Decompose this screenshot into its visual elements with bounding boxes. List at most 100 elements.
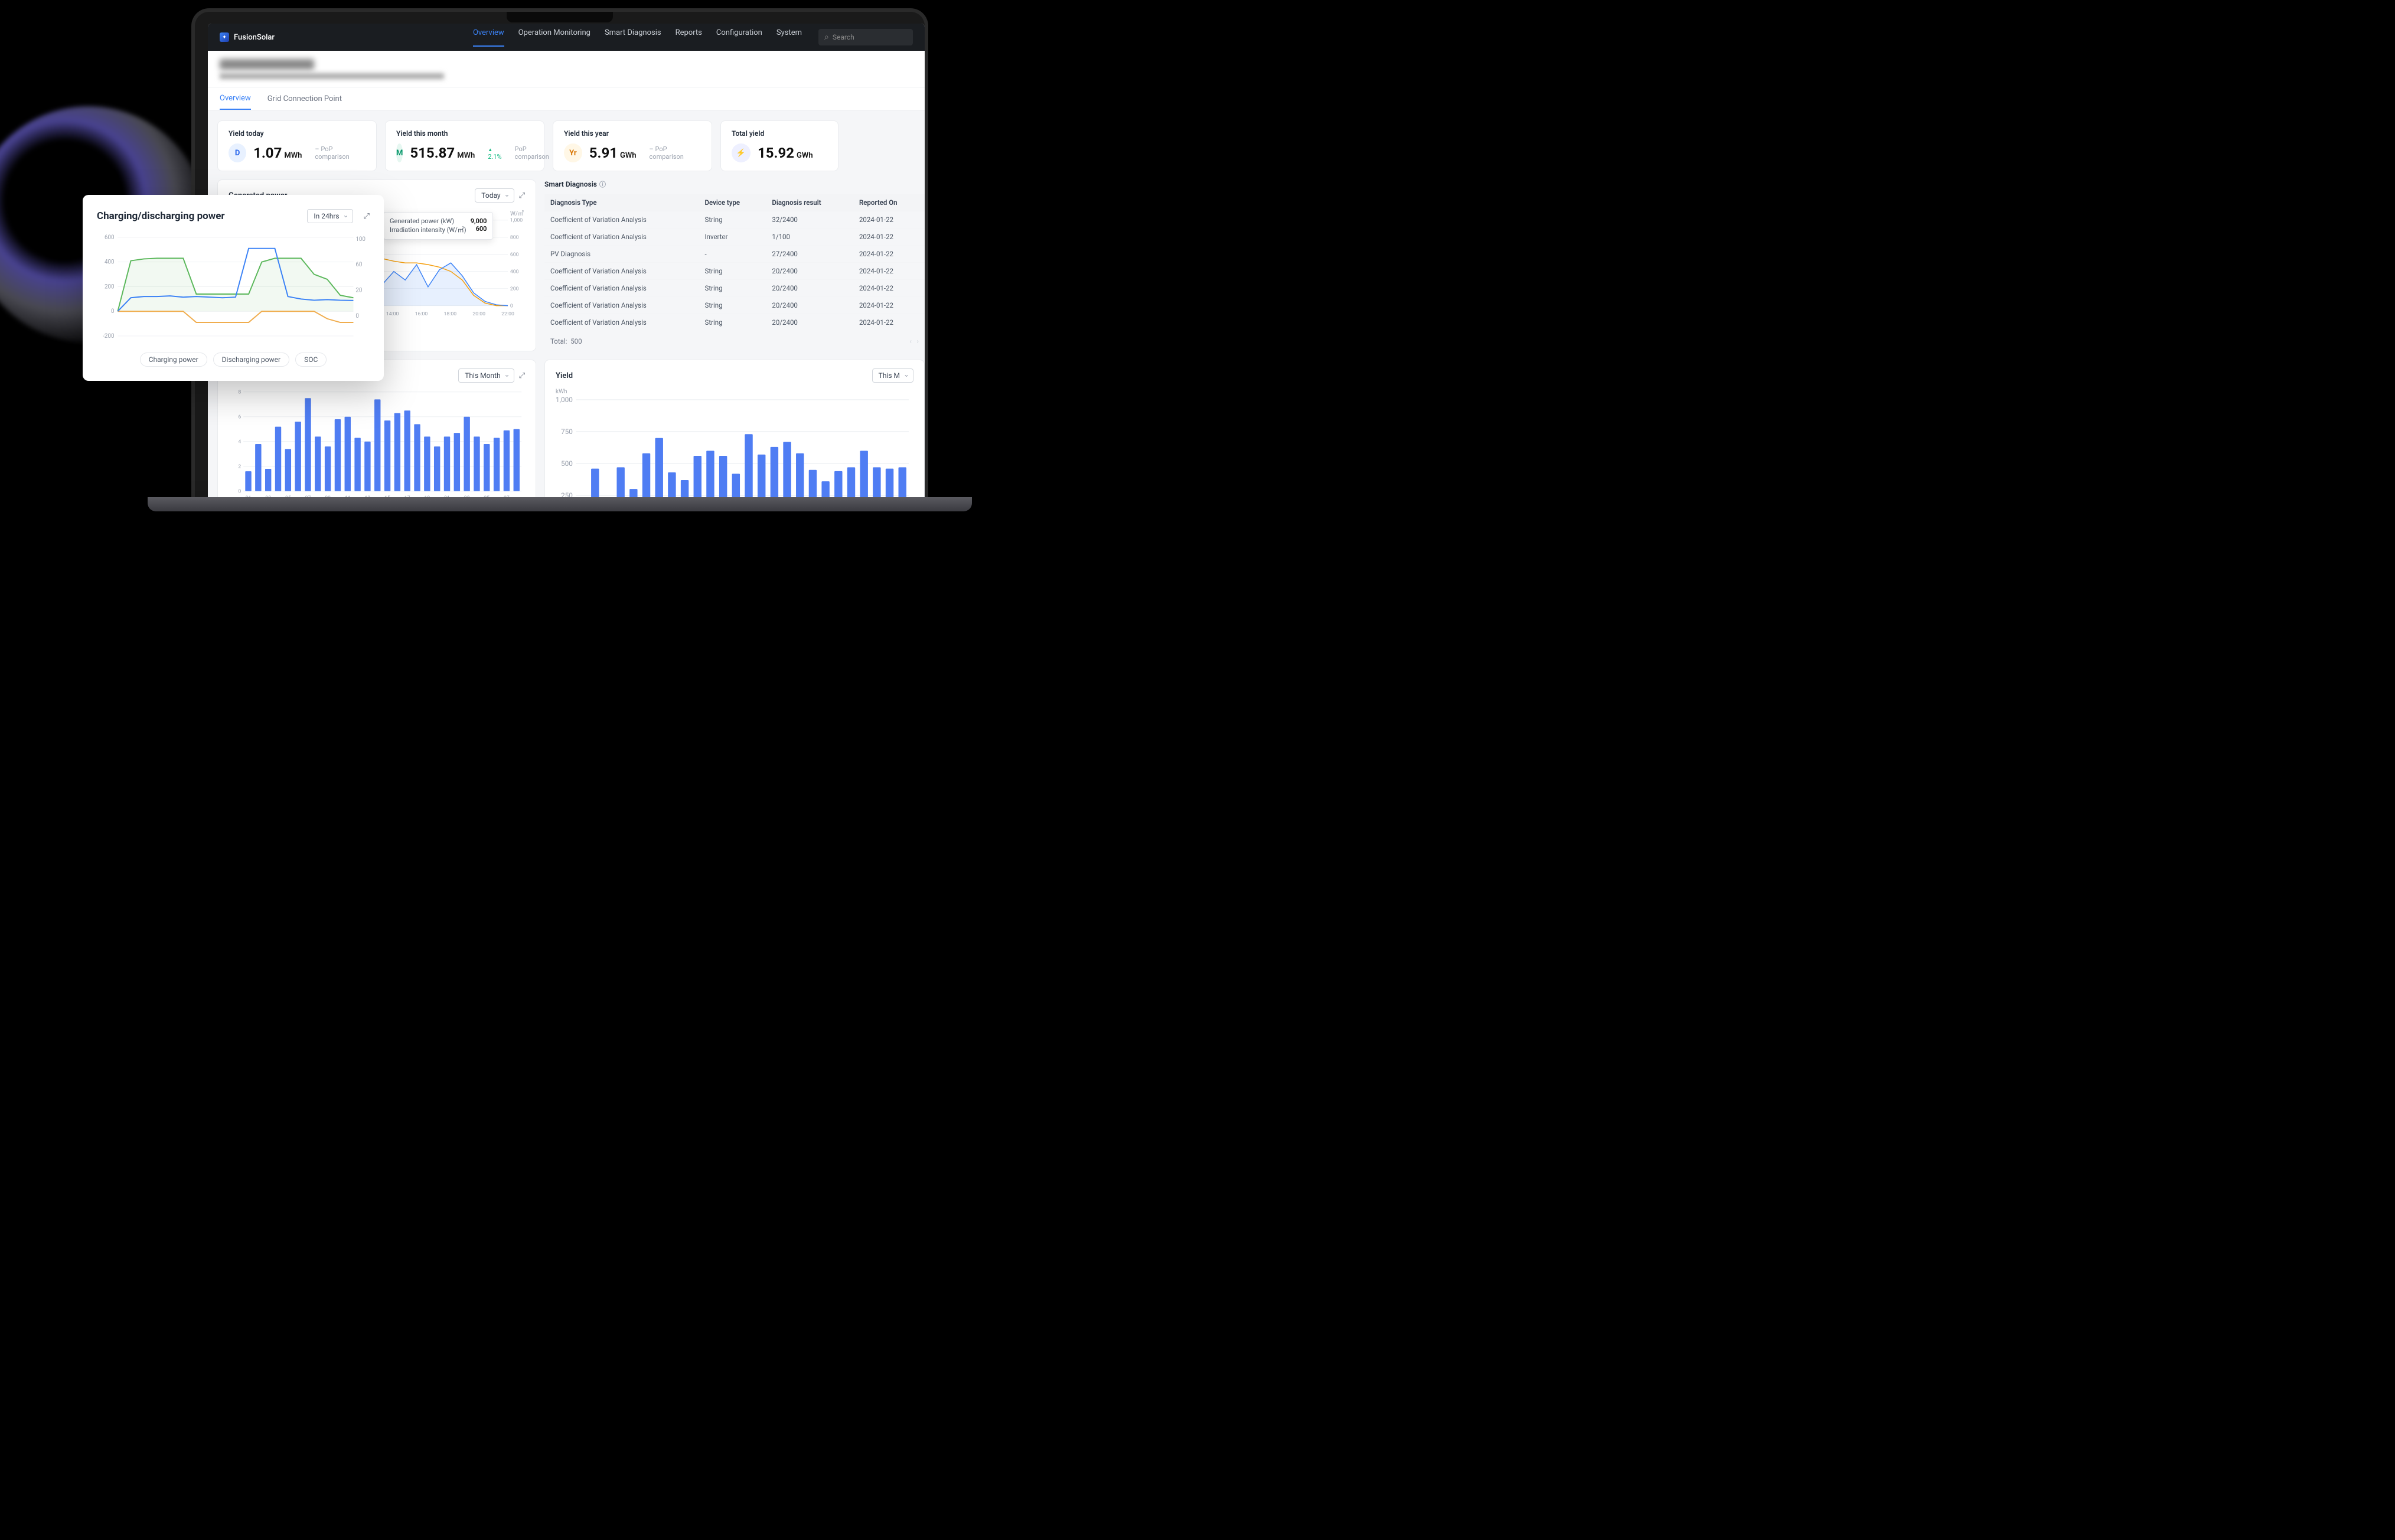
svg-text:25: 25 [484,495,490,497]
top-nav: FusionSolar Overview Operation Monitoring… [208,24,925,51]
expand-icon[interactable]: ⤢ [364,212,370,221]
smart-diag-title: Smart Diagnosis [544,180,925,189]
search-input[interactable]: Search [818,29,913,45]
kpi-icon: M [396,143,403,162]
nav-reports[interactable]: Reports [676,28,702,47]
table-row[interactable]: PV Diagnosis-27/24002024-01-22 [544,246,925,263]
gen-tooltip: Generated power (kW)9,000 Irradiation in… [383,212,493,240]
nav-smart-diagnosis[interactable]: Smart Diagnosis [605,28,661,47]
plant-header-blurred [208,51,925,87]
svg-text:05: 05 [285,495,291,497]
kpi-card: Yield today D 1.07MWh – PoP comparison [217,120,377,171]
brand-icon [220,32,229,42]
svg-text:21: 21 [444,495,450,497]
svg-text:19: 19 [424,495,430,497]
kpi-card: Yield this month M 515.87MWh 2.1%PoP com… [385,120,544,171]
svg-text:8: 8 [238,390,241,396]
svg-text:09: 09 [325,495,331,497]
svg-text:500: 500 [561,459,573,468]
sub-tabs: Overview Grid Connection Point [208,87,925,111]
kpi-title: Yield today [229,129,366,138]
legend-discharging[interactable]: Discharging power [213,353,289,367]
svg-text:800: 800 [510,235,519,241]
kpi-card: Total yield ⚡ 15.92GWh [720,120,838,171]
svg-text:400: 400 [510,269,519,275]
svg-text:6: 6 [238,415,241,420]
svg-text:20:00: 20:00 [472,311,485,317]
popup-range-dropdown[interactable]: In 24hrs [307,209,353,223]
kpi-icon: ⚡ [732,143,751,162]
kpi-card: Yield this year Yr 5.91GWh – PoP compari… [553,120,712,171]
svg-text:0: 0 [355,313,359,319]
legend-soc[interactable]: SOC [295,353,327,367]
yield-title: Yield [556,371,573,380]
svg-text:18:00: 18:00 [444,311,457,317]
nav-system[interactable]: System [776,28,802,47]
svg-text:01: 01 [246,495,252,497]
svg-text:0: 0 [111,308,115,315]
svg-text:60: 60 [355,262,362,268]
svg-text:4: 4 [238,439,241,445]
kpi-pop: – PoP comparison [315,145,366,161]
kpi-title: Total yield [732,129,827,138]
table-row[interactable]: Coefficient of Variation AnalysisString2… [544,297,925,314]
svg-text:15: 15 [384,495,390,497]
kpi-title: Yield this month [396,129,533,138]
search-placeholder: Search [833,33,854,41]
bar-left-chart: 864200103050709111315171921232527 [229,389,525,497]
nav-overview[interactable]: Overview [473,28,504,47]
kpi-delta: 2.1% [488,145,501,161]
svg-text:200: 200 [510,286,519,292]
table-row[interactable]: Coefficient of Variation AnalysisInverte… [544,229,925,246]
kpi-row: Yield today D 1.07MWh – PoP comparison Y… [217,120,925,171]
table-row[interactable]: Coefficient of Variation AnalysisString2… [544,280,925,297]
svg-text:2: 2 [238,464,241,470]
nav-operation-monitoring[interactable]: Operation Monitoring [518,28,590,47]
svg-text:11: 11 [345,495,351,497]
expand-icon[interactable]: ⤢ [519,191,525,200]
svg-text:750: 750 [561,428,573,436]
svg-text:0: 0 [510,304,513,309]
popup-chart: 6004002000-20010060200 [97,234,370,344]
svg-text:03: 03 [265,495,271,497]
brand[interactable]: FusionSolar [220,32,275,42]
popup-title: Charging/discharging power [97,210,225,222]
svg-text:1,000: 1,000 [510,218,523,224]
kpi-icon: D [229,143,246,162]
pager[interactable]: ‹ › [910,337,919,345]
svg-text:-200: -200 [103,333,114,340]
subtab-overview[interactable]: Overview [220,88,251,110]
svg-text:20: 20 [355,288,362,294]
nav-configuration[interactable]: Configuration [716,28,762,47]
kpi-value: 515.87 [410,145,455,161]
kpi-value: 1.07 [253,145,282,161]
svg-text:22:00: 22:00 [501,311,514,317]
yield-range-dropdown[interactable]: This M [872,368,913,383]
yield-card: Yield This M kWh 1,000750500250001030507… [544,360,925,497]
svg-text:200: 200 [105,283,115,290]
kpi-value: 15.92 [758,145,794,161]
legend-charging[interactable]: Charging power [140,353,207,367]
table-row[interactable]: Coefficient of Variation AnalysisString2… [544,263,925,280]
charging-popup: Charging/discharging power In 24hrs ⤢ 60… [83,195,384,381]
yield-chart: 1,00075050025000103050709111315171921232… [556,395,913,497]
svg-text:250: 250 [561,491,573,497]
svg-text:07: 07 [305,495,311,497]
svg-text:1,000: 1,000 [556,396,573,404]
brand-label: FusionSolar [234,33,275,42]
kpi-title: Yield this year [564,129,701,138]
gen-power-range-dropdown[interactable]: Today [475,188,514,203]
svg-text:16:00: 16:00 [415,311,428,317]
table-row[interactable]: Coefficient of Variation AnalysisString3… [544,211,925,229]
table-row[interactable]: Coefficient of Variation AnalysisString2… [544,314,925,331]
popup-legend: Charging power Discharging power SOC [97,353,370,367]
expand-icon[interactable]: ⤢ [519,371,525,380]
svg-text:100: 100 [355,236,366,243]
smart-diagnosis-card: Smart Diagnosis Diagnosis TypeDevice typ… [544,180,925,351]
bar-left-range-dropdown[interactable]: This Month [458,368,514,383]
svg-text:600: 600 [510,252,519,258]
svg-text:27: 27 [504,495,510,497]
smart-diag-table: Diagnosis TypeDevice typeDiagnosis resul… [544,194,925,331]
svg-text:23: 23 [464,495,470,497]
subtab-grid-connection-point[interactable]: Grid Connection Point [267,89,342,109]
